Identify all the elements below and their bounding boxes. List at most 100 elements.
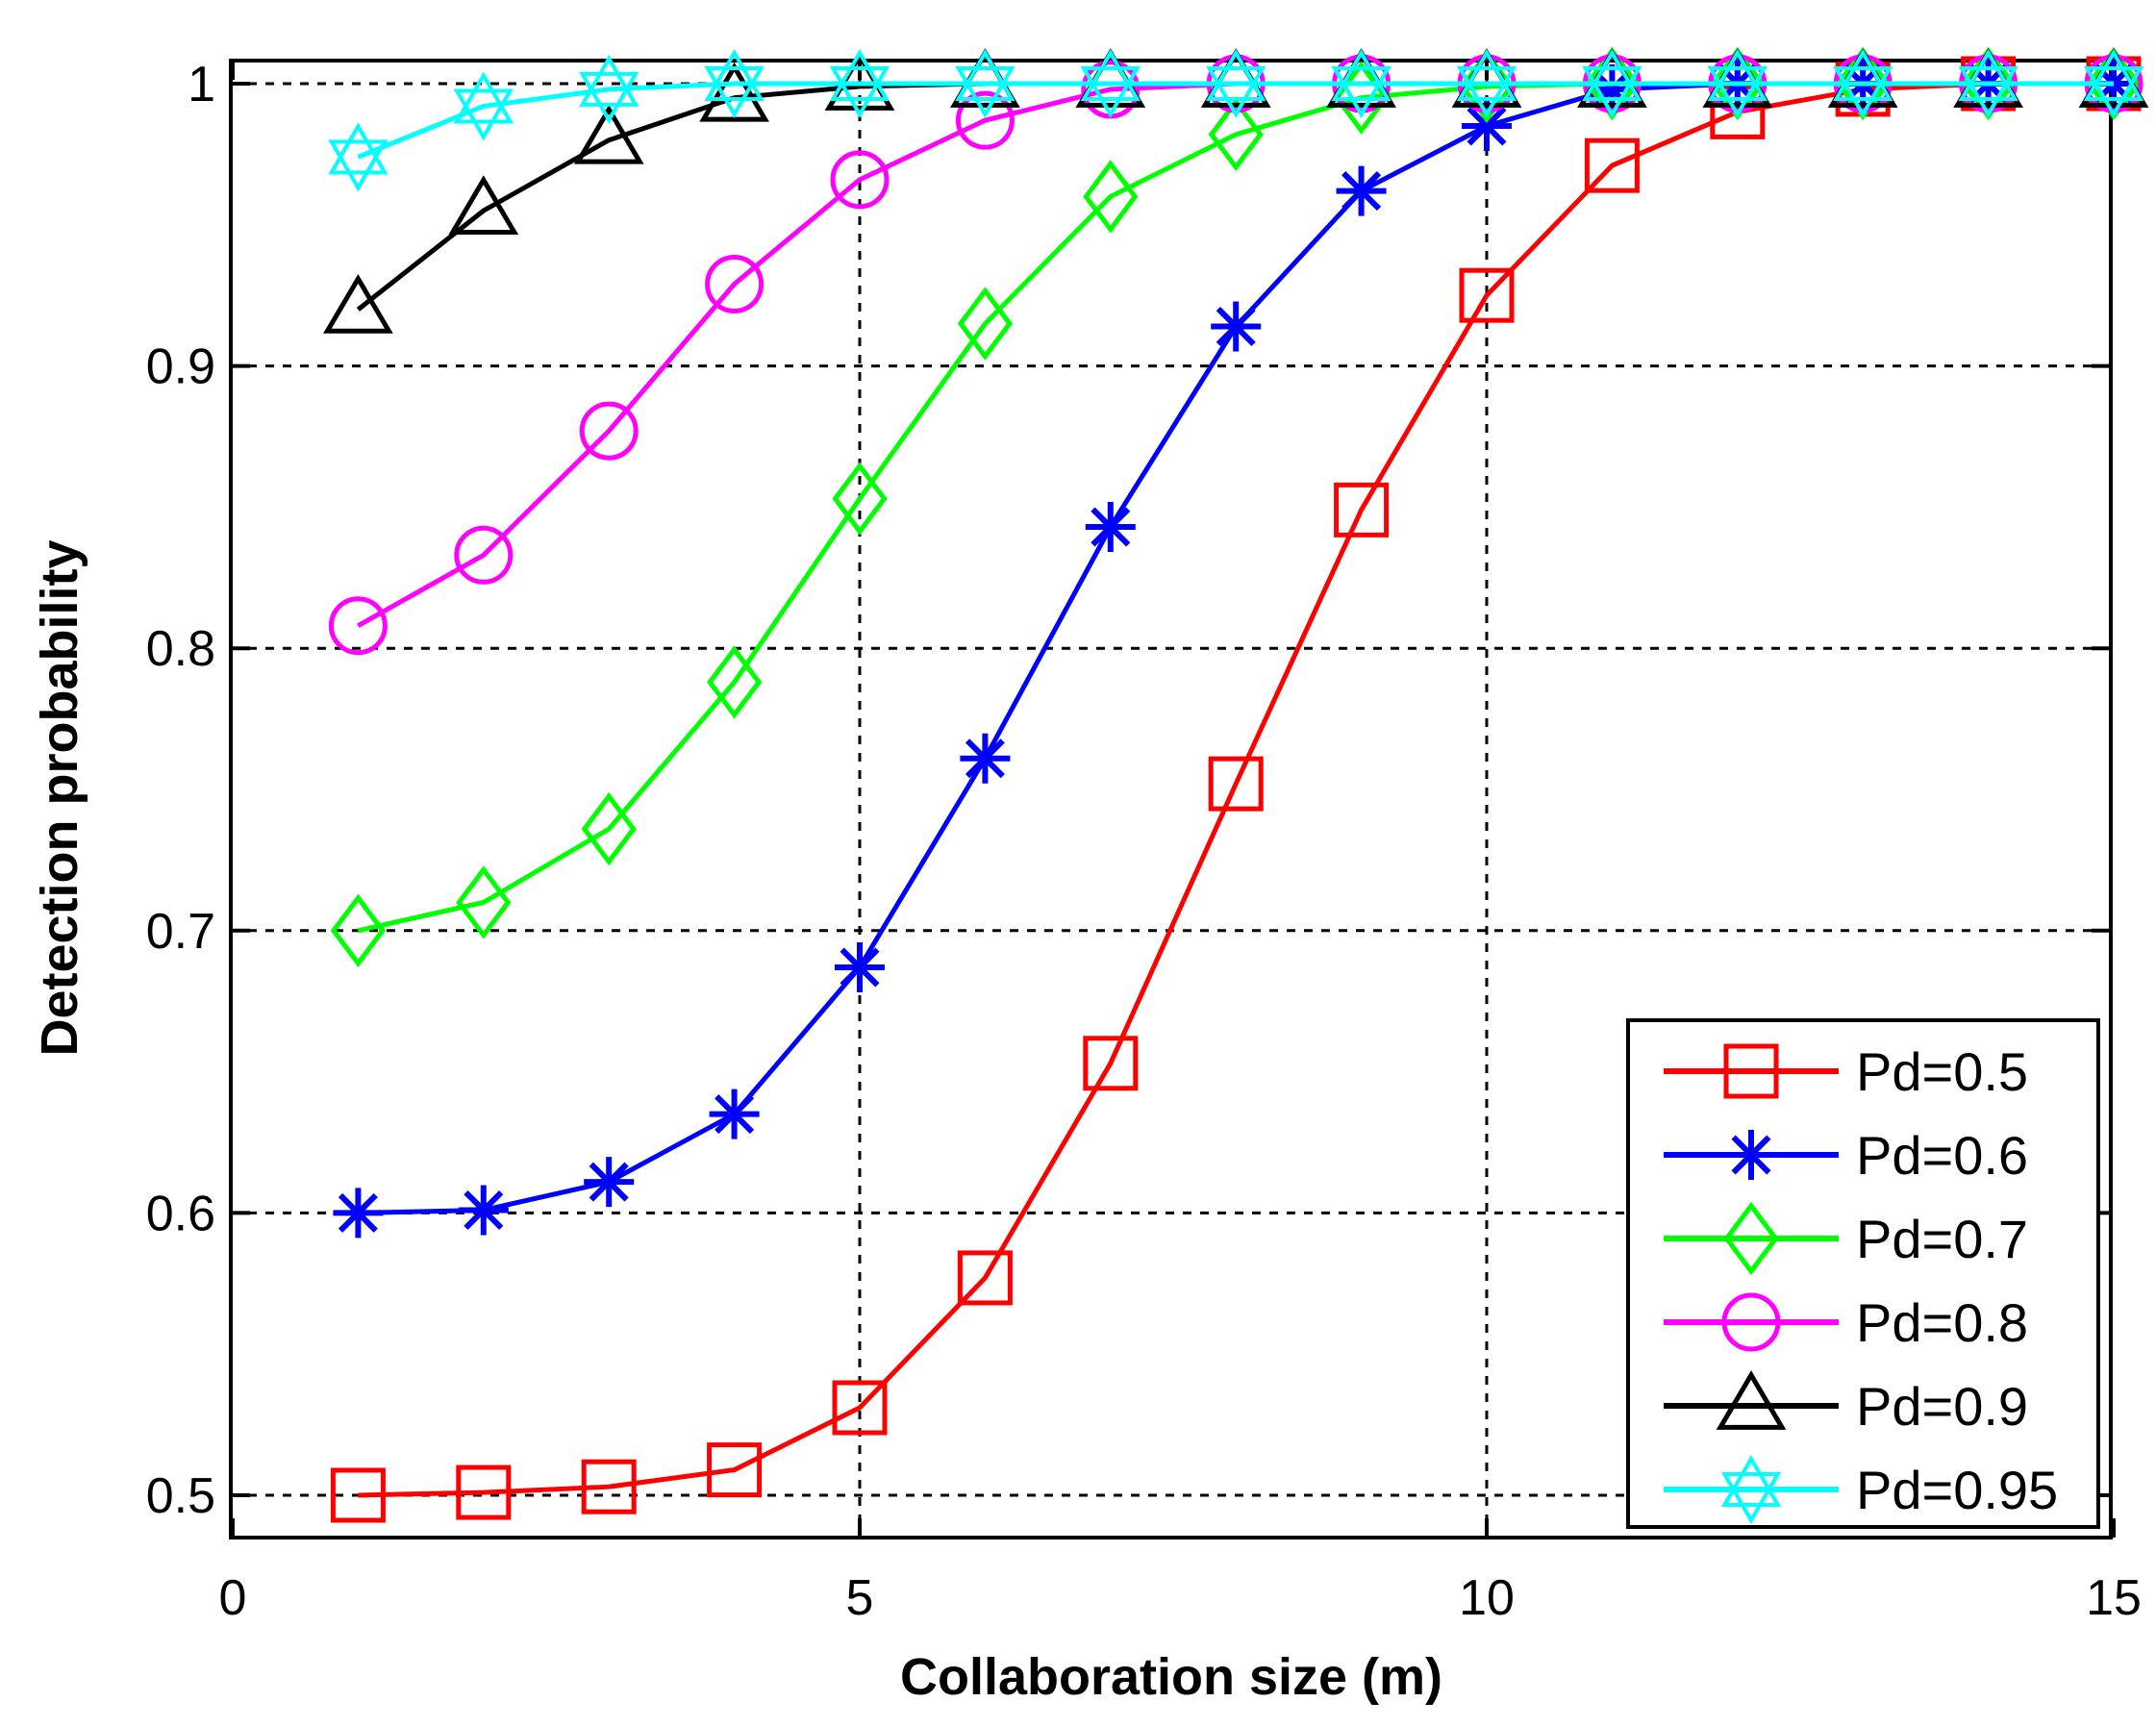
y-tick-label: 0.7 xyxy=(146,904,215,960)
legend-marker-circle xyxy=(1721,1292,1781,1352)
data-point-asterisk xyxy=(1587,63,1638,114)
hexagram-down-triangle xyxy=(1707,66,1767,118)
data-point-asterisk xyxy=(584,1157,635,1208)
data-point-triangle xyxy=(573,104,644,164)
data-point-diamond xyxy=(706,645,763,719)
data-point-circle xyxy=(830,150,890,210)
data-point-circle xyxy=(454,525,514,585)
hexagram-down-triangle xyxy=(1080,66,1141,118)
series-layer xyxy=(323,46,2149,1523)
legend-box xyxy=(1626,1018,2100,1529)
data-point-square xyxy=(330,1467,386,1523)
data-point-square xyxy=(456,1464,512,1520)
series-line xyxy=(358,81,2114,1498)
legend-label: Pd=0.95 xyxy=(1856,1460,2058,1520)
legend-entry: Pd=0.95 xyxy=(1664,1454,2058,1525)
legend-label: Pd=0.6 xyxy=(1856,1125,2028,1186)
legend-entry: Pd=0.9 xyxy=(1664,1370,2028,1437)
hexagram-up-triangle xyxy=(1833,49,1893,101)
data-point-hexagram xyxy=(1833,49,1893,118)
data-point-diamond xyxy=(1208,97,1264,172)
series-Pd-0-95 xyxy=(328,48,2144,192)
hexagram-down-triangle xyxy=(453,88,514,141)
data-point-circle xyxy=(579,401,639,461)
hexagram-down-triangle xyxy=(1582,66,1642,118)
hexagram-up-triangle xyxy=(1456,48,1517,101)
x-tick-label: 10 xyxy=(1459,1570,1515,1626)
data-point-hexagram xyxy=(955,48,1015,119)
hexagram-up-triangle xyxy=(2083,49,2144,101)
y-tick-label: 0.8 xyxy=(146,621,215,677)
data-point-circle xyxy=(705,254,765,313)
data-point-square xyxy=(1584,138,1640,193)
legend-label: Pd=0.8 xyxy=(1856,1292,2028,1353)
data-point-hexagram xyxy=(704,48,765,119)
hexagram-up-triangle xyxy=(1080,49,1141,101)
series-line xyxy=(357,81,2114,160)
hexagram-down-triangle xyxy=(1958,66,2018,119)
data-point-square xyxy=(1208,756,1264,812)
y-tick-label: 0.6 xyxy=(146,1186,215,1241)
hexagram-down-triangle xyxy=(1206,66,1266,118)
data-point-square xyxy=(581,1459,637,1514)
legend-marker-diamond xyxy=(1723,1201,1779,1276)
axes-box xyxy=(229,59,2113,1539)
hexagram-up-triangle xyxy=(1720,1454,1782,1507)
data-point-hexagram xyxy=(829,49,890,118)
x-tick-label: 15 xyxy=(2086,1570,2142,1626)
data-point-hexagram xyxy=(1456,48,1517,119)
legend-entry: Pd=0.7 xyxy=(1664,1201,2028,1276)
data-point-hexagram xyxy=(328,122,389,192)
legend-label: Pd=0.5 xyxy=(1856,1041,2028,1102)
hexagram-up-triangle xyxy=(1707,49,1767,101)
data-point-diamond xyxy=(832,462,888,536)
hexagram-down-triangle xyxy=(955,66,1015,119)
data-point-square xyxy=(1083,1036,1139,1091)
legend-label: Pd=0.7 xyxy=(1856,1209,2028,1269)
hexagram-up-triangle xyxy=(453,71,514,124)
data-point-triangle xyxy=(323,273,393,334)
data-point-asterisk xyxy=(1211,301,1262,352)
data-point-diamond xyxy=(581,791,637,866)
data-point-circle xyxy=(328,596,388,656)
hexagram-up-triangle xyxy=(829,49,890,101)
data-point-asterisk xyxy=(709,1089,760,1139)
hexagram-up-triangle xyxy=(704,48,765,101)
data-point-square xyxy=(1459,267,1515,323)
legend-marker-hexagram xyxy=(1720,1454,1782,1525)
hexagram-up-triangle xyxy=(579,54,639,107)
legend-marker-triangle xyxy=(1716,1370,1787,1430)
data-point-hexagram xyxy=(1707,49,1767,118)
data-point-diamond xyxy=(330,893,387,967)
legend: Pd=0.5 Pd=0.6 Pd=0.7 Pd=0.8 Pd=0.9 Pd=0.95 xyxy=(1626,1018,2100,1529)
data-point-square xyxy=(832,1380,888,1436)
legend-entry: Pd=0.5 xyxy=(1664,1041,2028,1102)
data-point-asterisk xyxy=(835,941,885,992)
hexagram-down-triangle xyxy=(1720,1472,1782,1525)
legend-marker-square xyxy=(1723,1043,1779,1099)
y-tick-label: 1 xyxy=(188,57,215,113)
y-axis-label: Detection probability xyxy=(31,539,88,1056)
data-point-hexagram xyxy=(579,54,639,124)
data-point-hexagram xyxy=(453,71,514,141)
hexagram-down-triangle xyxy=(579,71,639,124)
hexagram-down-triangle xyxy=(1331,66,1391,118)
hexagram-down-triangle xyxy=(704,66,765,119)
legend-label: Pd=0.9 xyxy=(1856,1376,2028,1437)
hexagram-up-triangle xyxy=(1582,49,1642,101)
x-tick-label: 0 xyxy=(219,1570,247,1626)
data-point-circle xyxy=(955,90,1015,150)
hexagram-up-triangle xyxy=(955,48,1015,101)
hexagram-up-triangle xyxy=(1331,49,1391,101)
legend-entry: Pd=0.8 xyxy=(1664,1292,2028,1353)
y-tick-label: 0.9 xyxy=(146,339,215,395)
data-point-hexagram xyxy=(1206,49,1266,118)
data-point-hexagram xyxy=(2083,49,2144,118)
data-point-asterisk xyxy=(1085,501,1136,552)
hexagram-down-triangle xyxy=(1833,66,1893,118)
data-point-triangle xyxy=(699,62,769,122)
data-point-asterisk xyxy=(1336,165,1387,216)
legend-entry: Pd=0.6 xyxy=(1664,1125,2028,1186)
data-point-square xyxy=(957,1250,1013,1306)
